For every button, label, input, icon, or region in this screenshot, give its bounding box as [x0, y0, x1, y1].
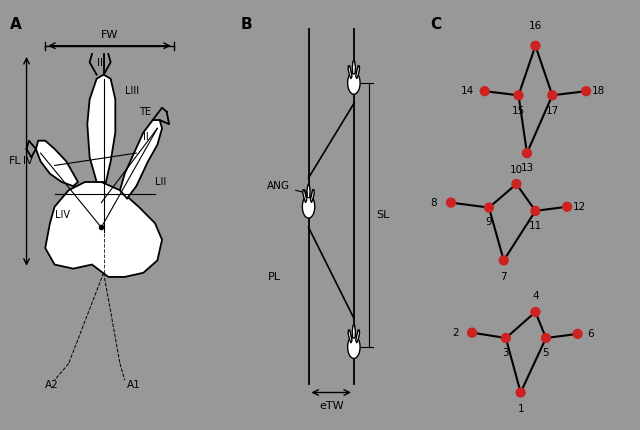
Text: 6: 6 — [587, 329, 594, 339]
Polygon shape — [307, 185, 310, 198]
Polygon shape — [120, 120, 162, 199]
Text: B: B — [241, 17, 252, 32]
Point — [573, 330, 583, 337]
Point — [479, 88, 490, 95]
Text: FW: FW — [101, 30, 118, 40]
Point — [516, 389, 526, 396]
Point — [522, 150, 532, 157]
Text: IV: IV — [24, 157, 33, 166]
Point — [511, 181, 522, 187]
Text: 11: 11 — [529, 221, 542, 231]
Text: 17: 17 — [546, 106, 559, 116]
Text: 15: 15 — [512, 106, 525, 116]
Text: 10: 10 — [510, 165, 523, 175]
Point — [500, 335, 511, 341]
Polygon shape — [302, 195, 315, 218]
Point — [513, 92, 524, 99]
Text: 8: 8 — [431, 198, 437, 208]
Text: A1: A1 — [127, 380, 141, 390]
Text: 18: 18 — [592, 86, 605, 96]
Point — [531, 42, 541, 49]
Point — [581, 88, 591, 95]
Text: 13: 13 — [520, 163, 534, 173]
Text: C: C — [430, 17, 441, 32]
Text: II: II — [143, 132, 149, 141]
Point — [531, 207, 541, 214]
Polygon shape — [356, 66, 360, 79]
Polygon shape — [87, 75, 115, 182]
Point — [499, 257, 509, 264]
Polygon shape — [352, 326, 355, 338]
Text: 9: 9 — [486, 218, 492, 227]
Text: III: III — [97, 58, 106, 68]
Point — [547, 92, 557, 99]
Point — [562, 203, 572, 210]
Text: LIV: LIV — [54, 210, 70, 220]
Point — [446, 199, 456, 206]
Text: 14: 14 — [461, 86, 474, 96]
Text: FL: FL — [8, 157, 21, 166]
Text: LII: LII — [155, 177, 166, 187]
Text: ANG: ANG — [267, 181, 308, 194]
Polygon shape — [348, 336, 360, 359]
Point — [484, 204, 494, 211]
Text: TE: TE — [139, 107, 150, 117]
Text: 2: 2 — [452, 328, 458, 338]
Text: 3: 3 — [502, 348, 509, 358]
Text: A: A — [10, 17, 22, 32]
Polygon shape — [348, 66, 352, 79]
Text: 7: 7 — [500, 272, 507, 282]
Text: 4: 4 — [532, 291, 539, 301]
Text: 16: 16 — [529, 22, 542, 31]
Polygon shape — [310, 190, 314, 203]
Text: PL: PL — [268, 272, 281, 282]
Point — [531, 309, 541, 316]
Text: 1: 1 — [517, 404, 524, 414]
Text: LIII: LIII — [125, 86, 139, 96]
Polygon shape — [352, 61, 355, 74]
Polygon shape — [348, 71, 360, 94]
Polygon shape — [348, 330, 352, 343]
Text: A2: A2 — [45, 380, 59, 390]
Point — [541, 335, 551, 341]
Text: 12: 12 — [573, 202, 586, 212]
Polygon shape — [45, 182, 162, 277]
Polygon shape — [36, 141, 78, 186]
Polygon shape — [356, 330, 360, 343]
Polygon shape — [303, 190, 307, 203]
Text: SL: SL — [376, 210, 390, 220]
Text: 5: 5 — [543, 348, 549, 358]
Text: eTW: eTW — [319, 401, 344, 411]
Point — [467, 329, 477, 336]
